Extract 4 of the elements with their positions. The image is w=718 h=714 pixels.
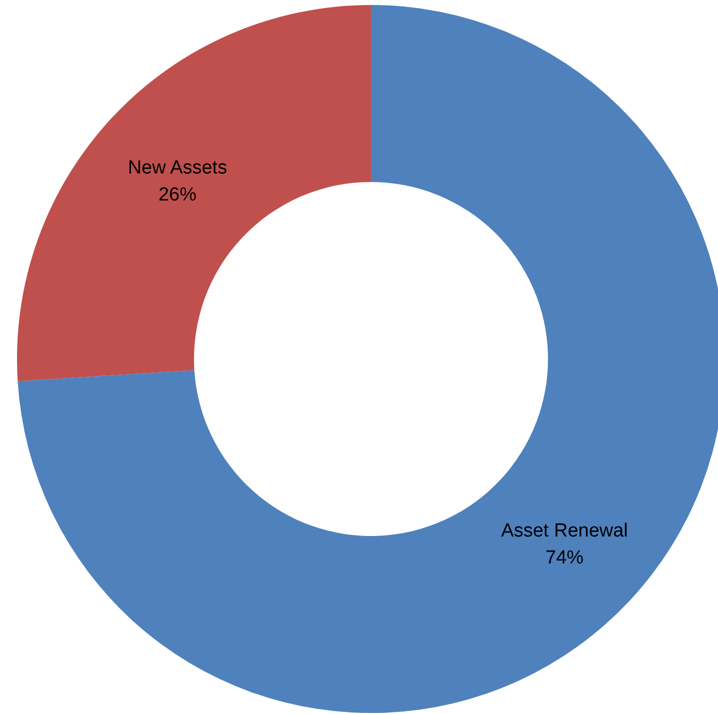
slice-label: New Assets	[128, 157, 228, 178]
data-label: 74%	[546, 548, 584, 569]
data-label: 26%	[158, 184, 197, 206]
slice-label: Asset Renewal	[501, 520, 628, 542]
